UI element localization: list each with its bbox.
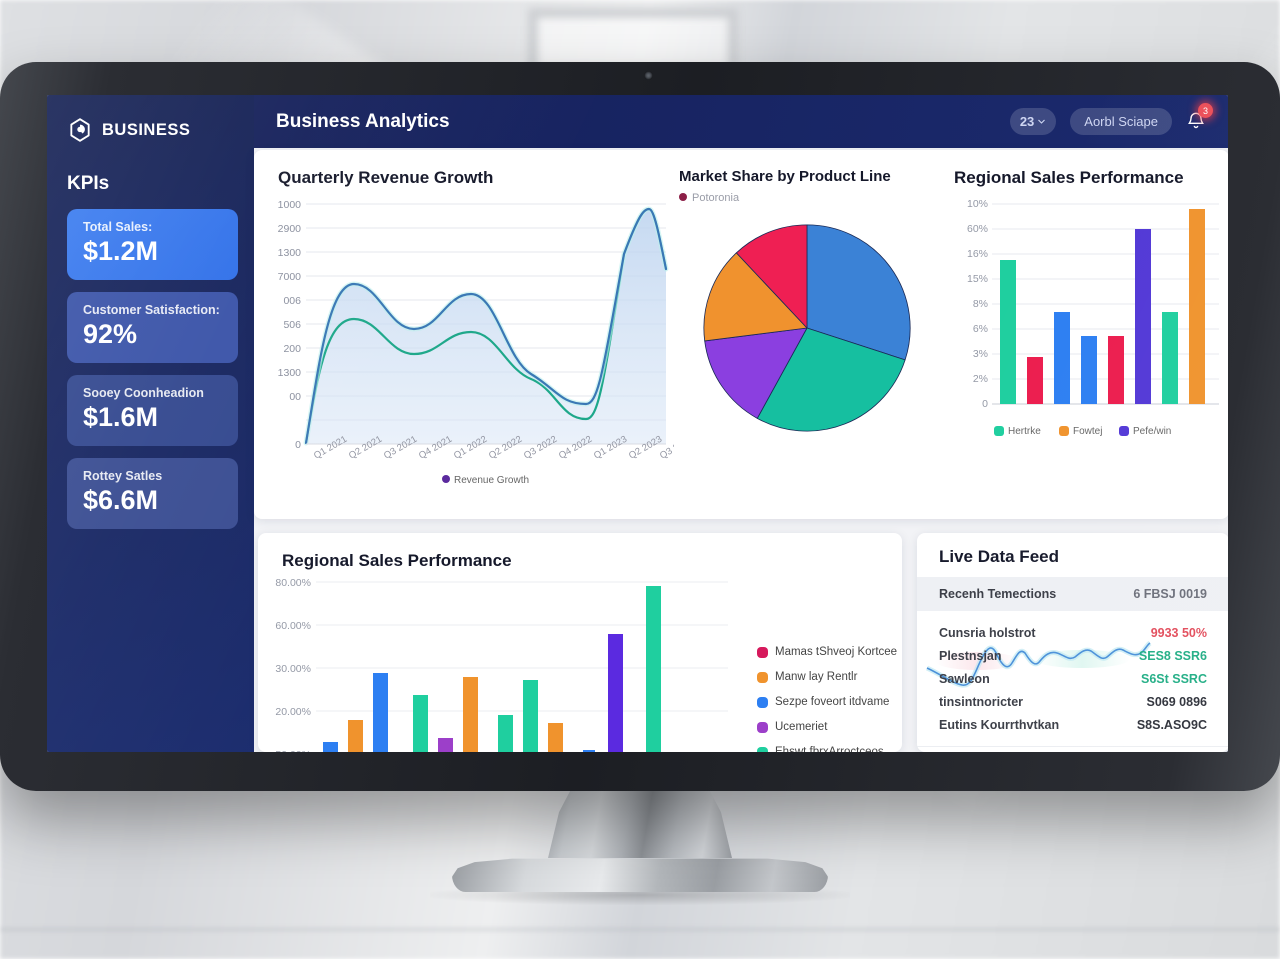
svg-text:0: 0: [982, 398, 988, 410]
svg-text:Fowtej: Fowtej: [1073, 426, 1102, 437]
svg-text:60.00%: 60.00%: [275, 620, 311, 632]
svg-text:00: 00: [289, 391, 301, 403]
svg-text:2%: 2%: [973, 373, 988, 385]
svg-text:20.00%: 20.00%: [275, 706, 311, 718]
svg-text:60%: 60%: [967, 223, 988, 235]
svg-text:30.00%: 30.00%: [275, 663, 311, 675]
svg-text:1300: 1300: [278, 247, 302, 259]
svg-text:50.00%: 50.00%: [275, 749, 311, 752]
svg-text:15%: 15%: [967, 273, 988, 285]
svg-text:200: 200: [283, 343, 301, 355]
svg-text:006: 006: [283, 295, 301, 307]
svg-text:1000: 1000: [278, 199, 302, 211]
svg-text:1300: 1300: [278, 367, 302, 379]
svg-text:0: 0: [295, 439, 301, 451]
svg-text:3%: 3%: [973, 348, 988, 360]
svg-text:Revenue Growth: Revenue Growth: [454, 475, 529, 486]
svg-text:80.00%: 80.00%: [275, 577, 311, 589]
svg-text:16%: 16%: [967, 248, 988, 260]
svg-text:Hertrke: Hertrke: [1008, 426, 1041, 437]
svg-text:2900: 2900: [278, 223, 302, 235]
svg-text:6%: 6%: [973, 323, 988, 335]
svg-text:Pefe/win: Pefe/win: [1133, 426, 1171, 437]
svg-text:10%: 10%: [967, 198, 988, 210]
svg-text:7000: 7000: [278, 271, 302, 283]
svg-text:8%: 8%: [973, 298, 988, 310]
svg-text:506: 506: [283, 319, 301, 331]
